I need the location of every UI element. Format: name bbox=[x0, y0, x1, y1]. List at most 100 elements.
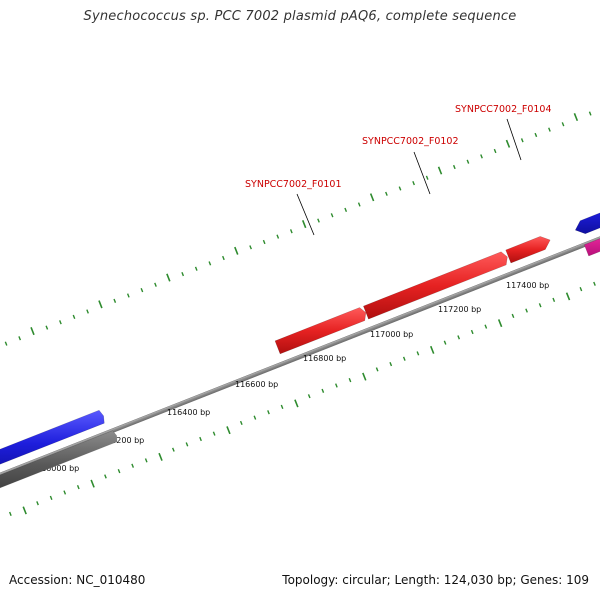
gene-reverse-gray[interactable] bbox=[0, 430, 118, 498]
tick-mark bbox=[416, 351, 420, 356]
tick-mark bbox=[86, 309, 89, 314]
tick-mark bbox=[72, 314, 76, 319]
tick-mark bbox=[307, 394, 311, 399]
tick-mark bbox=[222, 255, 225, 261]
tick-mark bbox=[212, 431, 216, 436]
tick-mark bbox=[140, 288, 144, 293]
tick-mark bbox=[385, 191, 388, 196]
inner-tick-marks bbox=[8, 281, 596, 517]
gene-label: SYNPCC7002_F0104 bbox=[455, 104, 552, 115]
tick-mark bbox=[144, 458, 148, 463]
map-title: Synechococcus sp. PCC 7002 plasmid pAQ6,… bbox=[83, 9, 517, 24]
tick-mark bbox=[117, 468, 121, 474]
tick-mark bbox=[63, 490, 67, 495]
tick-mark bbox=[4, 341, 8, 346]
tick-mark bbox=[249, 245, 252, 250]
tick-mark bbox=[452, 164, 456, 170]
tick-mark bbox=[480, 154, 483, 159]
tick-mark bbox=[561, 122, 565, 127]
gene-features bbox=[0, 189, 600, 498]
sequence-summary: Topology: circular; Length: 124,030 bp; … bbox=[282, 573, 589, 587]
tick-mark bbox=[565, 292, 571, 301]
tick-mark bbox=[321, 388, 325, 393]
tick-mark bbox=[18, 336, 22, 341]
tick-mark bbox=[253, 415, 257, 420]
position-tick-label: 117400 bp bbox=[506, 281, 549, 290]
tick-mark bbox=[30, 327, 35, 336]
tick-mark bbox=[45, 325, 49, 330]
tick-mark bbox=[335, 383, 338, 388]
gene-labels: SYNPCC7002_F0101 SYNPCC7002_F0102 SYNPCC70… bbox=[245, 104, 552, 236]
tick-mark bbox=[280, 404, 284, 410]
tick-mark bbox=[154, 282, 157, 287]
tick-mark bbox=[289, 229, 293, 234]
tick-mark bbox=[497, 319, 503, 328]
tick-mark bbox=[538, 303, 542, 308]
tick-mark bbox=[552, 297, 556, 302]
tick-mark bbox=[493, 148, 497, 154]
position-tick-label: 116200 bp bbox=[101, 436, 144, 445]
tick-mark bbox=[534, 132, 538, 138]
tick-mark bbox=[172, 447, 175, 452]
tick-mark bbox=[548, 127, 551, 132]
tick-mark bbox=[593, 281, 596, 286]
tick-mark bbox=[276, 234, 280, 239]
tick-mark bbox=[470, 329, 474, 335]
tick-mark bbox=[208, 261, 212, 266]
accession-text: Accession: NC_010480 bbox=[9, 573, 146, 587]
tick-mark bbox=[579, 287, 583, 292]
gene-synpcc7002-f0101[interactable] bbox=[274, 307, 367, 355]
tick-mark bbox=[76, 485, 80, 490]
tick-mark bbox=[425, 175, 429, 180]
tick-mark bbox=[59, 320, 62, 325]
gene-reverse-magenta[interactable] bbox=[583, 212, 600, 257]
position-tick-label: 116600 bp bbox=[235, 380, 278, 389]
tick-mark bbox=[457, 335, 461, 340]
tick-mark bbox=[104, 474, 107, 479]
tick-mark bbox=[389, 361, 393, 367]
tick-mark bbox=[90, 479, 95, 488]
tick-mark bbox=[98, 300, 103, 309]
tick-mark bbox=[185, 442, 189, 447]
tick-mark bbox=[344, 207, 348, 212]
tick-mark bbox=[22, 506, 27, 515]
tick-mark bbox=[194, 266, 198, 271]
gene-synpcc7002-f0102[interactable] bbox=[363, 251, 508, 320]
tick-mark bbox=[262, 239, 266, 245]
tick-mark bbox=[181, 271, 185, 277]
tick-mark bbox=[505, 139, 511, 148]
tick-mark bbox=[49, 495, 53, 500]
tick-mark bbox=[330, 213, 334, 218]
tick-mark bbox=[520, 138, 524, 143]
tick-mark bbox=[369, 193, 375, 202]
tick-mark bbox=[525, 308, 528, 313]
tick-mark bbox=[126, 293, 130, 298]
sequence-backbone bbox=[0, 216, 600, 551]
tick-mark bbox=[8, 511, 12, 517]
position-tick-labels: 116000 bp 116200 bp 116400 bp 116600 bp 1168… bbox=[36, 281, 549, 473]
gene-label-leader bbox=[506, 118, 522, 161]
position-tick-label: 117200 bp bbox=[438, 305, 481, 314]
tick-mark bbox=[113, 298, 117, 303]
tick-mark bbox=[398, 186, 402, 191]
tick-mark bbox=[588, 111, 592, 116]
gene-label-leader bbox=[296, 193, 315, 236]
position-tick-label: 116400 bp bbox=[167, 408, 210, 417]
tick-mark bbox=[412, 180, 415, 186]
tick-mark bbox=[430, 345, 435, 354]
outer-tick-marks bbox=[4, 111, 592, 346]
gene-forward-blue[interactable] bbox=[0, 409, 105, 477]
position-tick-label: 116800 bp bbox=[303, 354, 346, 363]
tick-mark bbox=[437, 166, 443, 175]
tick-mark bbox=[226, 426, 231, 435]
gene-label-leader bbox=[413, 151, 431, 195]
tick-mark bbox=[573, 113, 579, 122]
tick-mark bbox=[239, 420, 243, 426]
tick-mark bbox=[443, 340, 447, 345]
tick-mark bbox=[511, 313, 515, 319]
tick-mark bbox=[402, 356, 406, 361]
gene-forward-blue[interactable] bbox=[574, 189, 600, 234]
gene-synpcc7002-f0104[interactable] bbox=[505, 236, 551, 264]
tick-mark bbox=[348, 378, 352, 383]
